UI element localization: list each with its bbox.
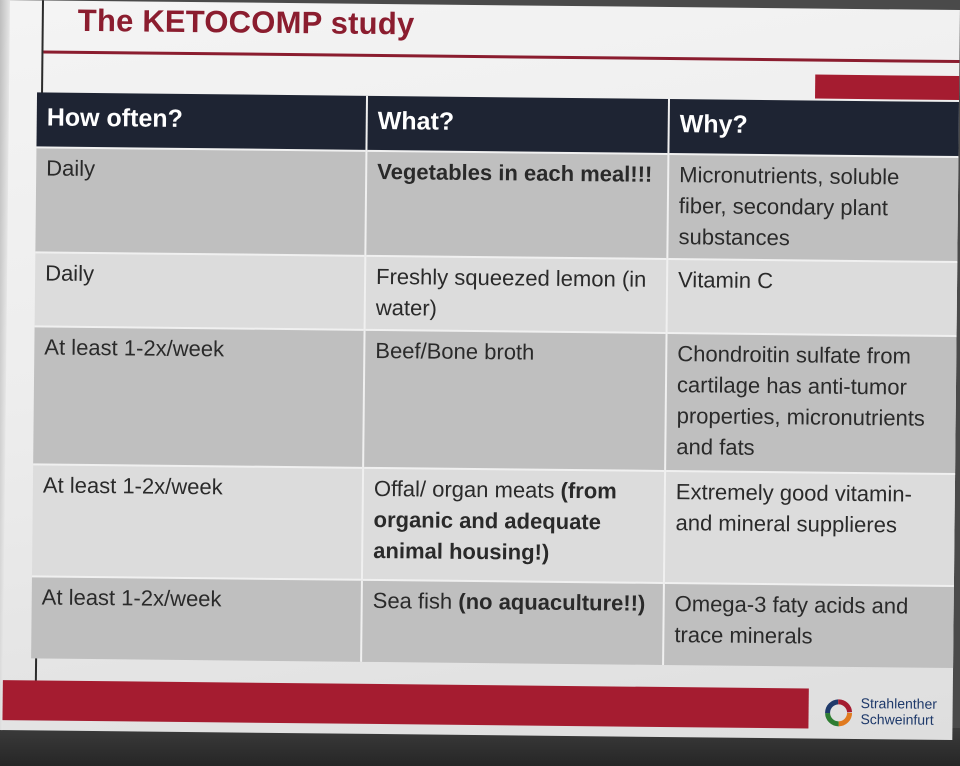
accent-bar-bottom: [2, 680, 809, 729]
sheet-edge: [0, 0, 10, 731]
slide-printout: The KETOCOMP study How often? What? Why?…: [0, 0, 960, 741]
column-header-what: What?: [366, 95, 669, 155]
table-row: At least 1-2x/week Offal/ organ meats (fr…: [31, 464, 956, 587]
cell-what: Sea fish (no aquaculture!!): [361, 579, 664, 665]
cell-how-often: Daily: [34, 252, 366, 330]
slide-title: The KETOCOMP study: [77, 2, 415, 42]
cell-why: Vitamin C: [666, 259, 958, 337]
cell-what: Vegetables in each meal!!!: [365, 150, 669, 260]
institution-logo: Strahlenther Schweinfurt: [822, 693, 952, 734]
title-underline: [43, 50, 960, 64]
table-row: Daily Vegetables in each meal!!! Micronutr…: [35, 147, 959, 263]
cell-why: Extremely good vitamin- and mineral supp…: [663, 470, 956, 587]
cell-what: Freshly squeezed lemon (in water): [364, 255, 668, 333]
cell-what-text: Freshly squeezed lemon (in water): [375, 263, 647, 321]
logo-icon: [825, 699, 853, 727]
cell-why: Chondroitin sulfate from cartilage has a…: [665, 332, 957, 475]
cell-what-text: Vegetables in each meal!!!: [377, 158, 653, 187]
recommendations-table: How often? What? Why? Daily Vegetables in…: [31, 92, 959, 669]
cell-why: Micronutrients, soluble fiber, secondary…: [667, 154, 959, 263]
cell-what-text: (no aquaculture!!): [458, 588, 646, 616]
logo-line-1: Strahlenther: [860, 695, 938, 712]
logo-text: Strahlenther Schweinfurt: [860, 695, 937, 728]
cell-what: Beef/Bone broth: [363, 329, 667, 471]
cell-why: Omega-3 faty acids and trace minerals: [663, 582, 954, 669]
cell-how-often: Daily: [35, 147, 367, 256]
cell-what-text: Beef/Bone broth: [375, 337, 535, 365]
column-header-why: Why?: [668, 99, 959, 158]
column-header-how-often: How often?: [36, 92, 368, 151]
cell-what-text: Offal/ organ meats: [373, 475, 561, 503]
table-row: At least 1-2x/week Sea fish (no aquacultu…: [31, 576, 954, 669]
table-header-row: How often? What? Why?: [36, 92, 959, 158]
logo-line-2: Schweinfurt: [860, 711, 934, 728]
cell-how-often: At least 1-2x/week: [33, 326, 365, 468]
table-row: At least 1-2x/week Beef/Bone broth Chondro…: [33, 326, 957, 475]
cell-how-often: At least 1-2x/week: [31, 576, 362, 662]
cell-what: Offal/ organ meats (from organic and ade…: [361, 467, 666, 583]
accent-bar-top: [815, 74, 960, 101]
cell-how-often: At least 1-2x/week: [31, 464, 364, 580]
cell-what-text: Sea fish: [372, 587, 459, 614]
table-row: Daily Freshly squeezed lemon (in water) Vi…: [34, 252, 958, 337]
